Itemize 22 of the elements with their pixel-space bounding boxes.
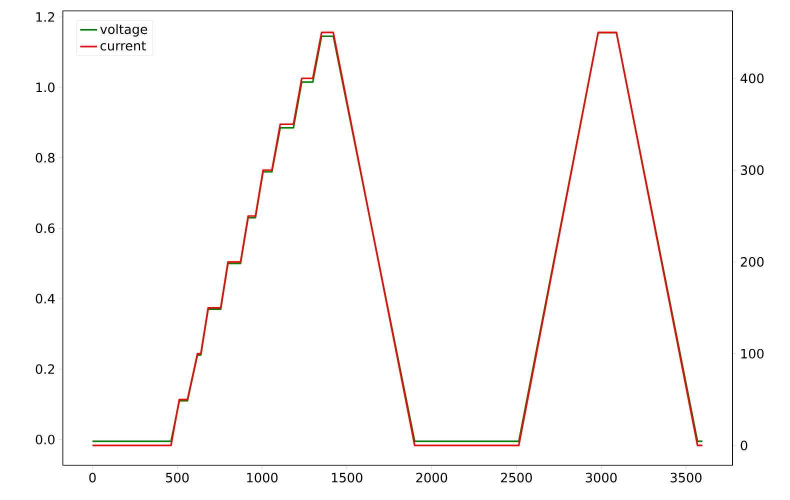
y2-tick-label: 0 xyxy=(740,440,748,450)
x-tick-label: 3000 xyxy=(586,472,617,482)
y-tick-label: 0.4 xyxy=(36,294,55,304)
y-tick-label: 1.2 xyxy=(36,12,54,22)
y2-tick-label: 100 xyxy=(741,348,764,359)
y-tick-label: 0.0 xyxy=(36,434,55,444)
x-tick-label: 1000 xyxy=(247,472,278,482)
x-tick-label: 2500 xyxy=(501,472,532,482)
x-tick-label: 2000 xyxy=(416,472,448,482)
y2-tick-label: 200 xyxy=(740,257,764,267)
y-tick-label: 0.6 xyxy=(36,223,55,234)
y-tick-label: 0.2 xyxy=(36,364,54,374)
y2-tick-label: 400 xyxy=(740,74,764,84)
x-tick-label: 0 xyxy=(89,472,96,482)
y2-tick-label: 300 xyxy=(740,165,764,175)
legend-label: voltage xyxy=(100,24,148,37)
y-tick-label: 0.8 xyxy=(36,152,54,163)
x-tick-label: 500 xyxy=(166,472,189,482)
x-tick-label: 1500 xyxy=(332,472,362,482)
x-tick-label: 3500 xyxy=(670,472,702,482)
legend-label: current xyxy=(100,41,146,51)
y-tick-label: 1.0 xyxy=(36,82,55,92)
